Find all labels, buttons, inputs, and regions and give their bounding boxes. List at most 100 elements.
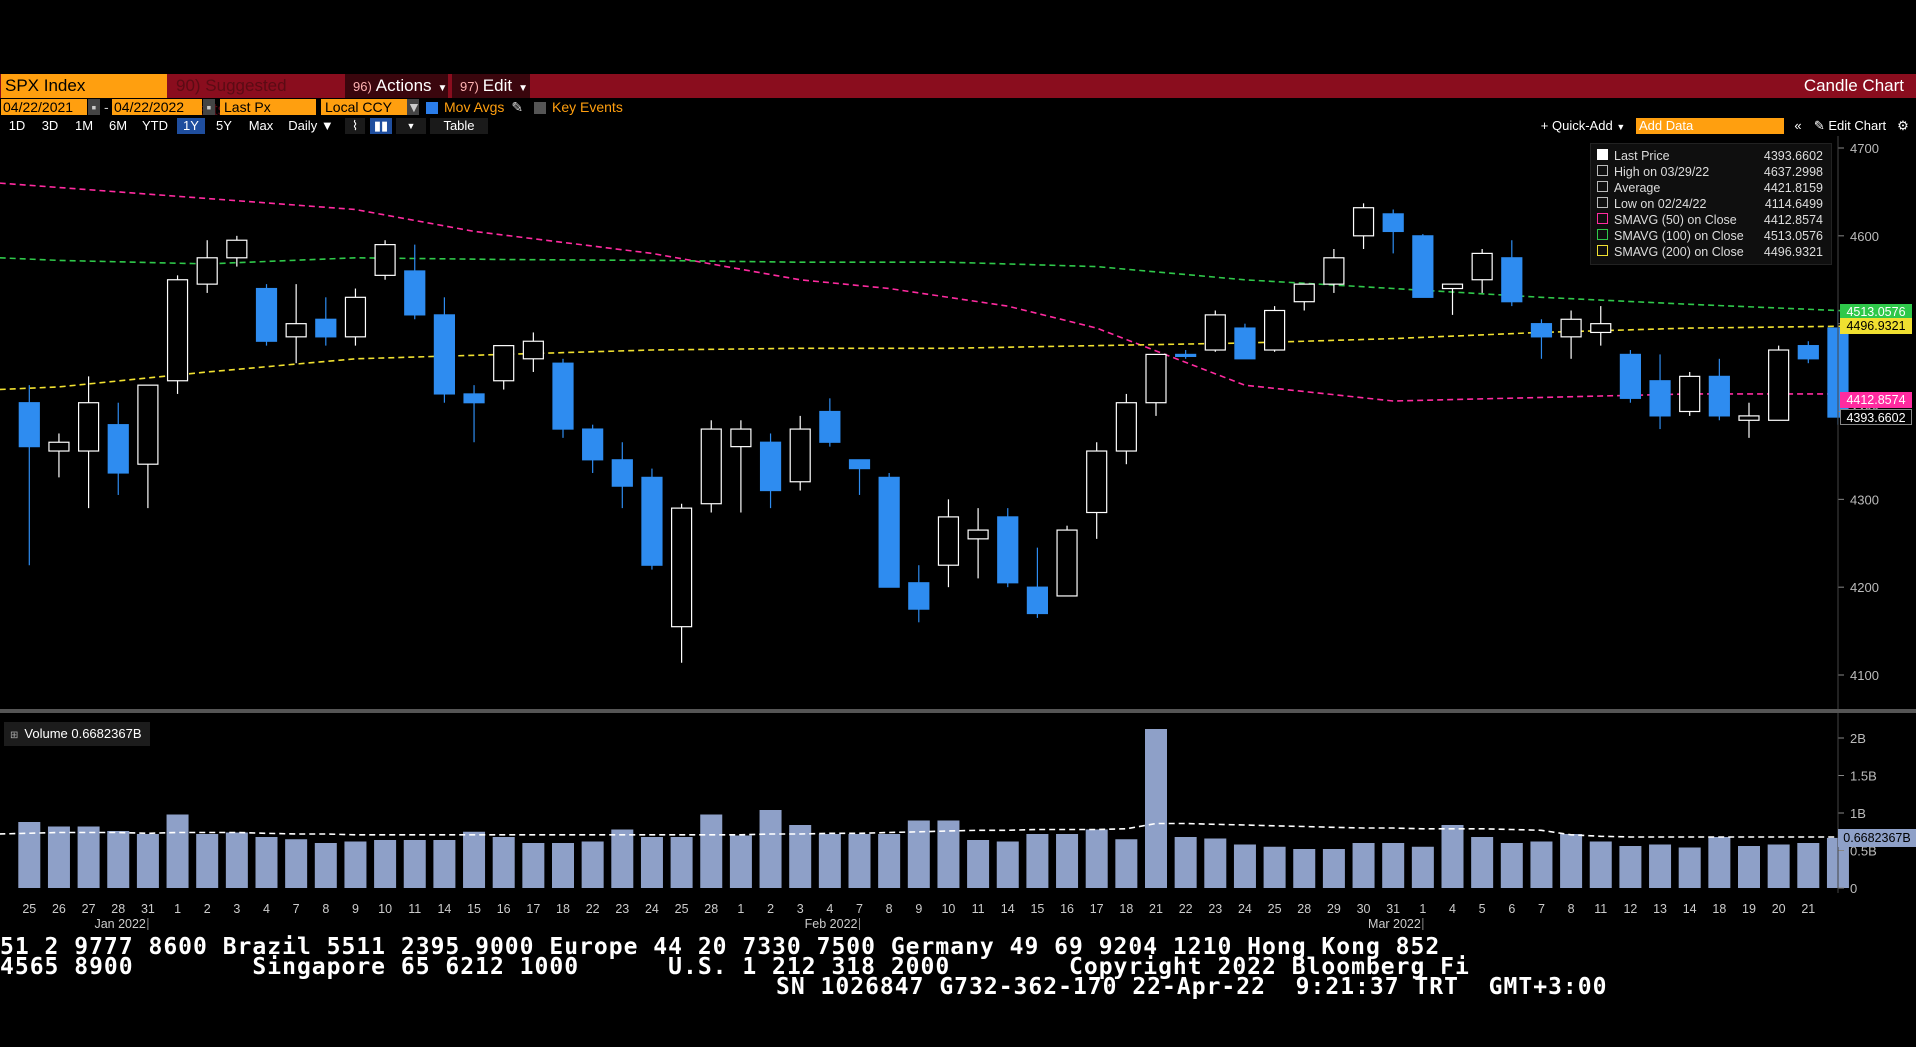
candle[interactable] bbox=[641, 468, 663, 570]
pencil-icon[interactable]: ✎ bbox=[511, 99, 524, 115]
candle[interactable] bbox=[1797, 341, 1819, 364]
candle[interactable] bbox=[552, 358, 574, 438]
candle[interactable] bbox=[255, 284, 278, 346]
volume-bar[interactable] bbox=[1263, 846, 1286, 888]
volume-bar[interactable] bbox=[967, 840, 990, 888]
mov-avgs-toggle[interactable]: Mov Avgs ✎ bbox=[426, 99, 523, 115]
candle[interactable] bbox=[1708, 358, 1730, 421]
candle[interactable] bbox=[166, 275, 189, 394]
volume-bar[interactable] bbox=[1204, 838, 1227, 889]
candle[interactable] bbox=[1145, 353, 1167, 416]
candle[interactable] bbox=[789, 415, 811, 491]
candle[interactable] bbox=[1323, 249, 1345, 293]
candle[interactable] bbox=[1530, 319, 1553, 359]
volume-bar[interactable] bbox=[18, 822, 41, 888]
add-data-input[interactable]: Add Data bbox=[1636, 118, 1784, 134]
pane-divider[interactable] bbox=[0, 709, 1916, 713]
gear-icon[interactable]: ⚙ bbox=[1897, 118, 1909, 133]
volume-bar[interactable] bbox=[1589, 841, 1612, 889]
volume-bar[interactable] bbox=[1649, 844, 1672, 889]
candle[interactable] bbox=[582, 424, 604, 473]
price-chart[interactable]: 4100420043004400450046004700 bbox=[0, 136, 1916, 710]
candle[interactable] bbox=[48, 433, 70, 478]
candle[interactable] bbox=[137, 384, 159, 509]
candle[interactable] bbox=[1026, 547, 1049, 618]
volume-bar[interactable] bbox=[1322, 849, 1345, 888]
volume-bar[interactable] bbox=[285, 839, 308, 888]
volume-bar[interactable] bbox=[1500, 843, 1523, 888]
period-1y[interactable]: 1Y bbox=[177, 118, 205, 134]
candle[interactable] bbox=[1649, 354, 1671, 430]
candle[interactable] bbox=[1352, 203, 1375, 250]
volume-bar[interactable] bbox=[848, 834, 871, 888]
volume-bar[interactable] bbox=[47, 826, 70, 889]
candle[interactable] bbox=[1560, 310, 1582, 359]
candle[interactable] bbox=[937, 499, 960, 588]
volume-bar[interactable] bbox=[1471, 837, 1494, 888]
candle[interactable] bbox=[1471, 249, 1493, 293]
volume-bar[interactable] bbox=[492, 837, 515, 888]
collapse-icon[interactable]: « bbox=[1794, 118, 1802, 133]
candle[interactable] bbox=[18, 385, 40, 566]
volume-bar[interactable] bbox=[759, 810, 782, 888]
volume-bar[interactable] bbox=[1026, 834, 1049, 888]
volume-bar[interactable] bbox=[729, 835, 752, 889]
candle[interactable] bbox=[1204, 310, 1226, 352]
volume-bar[interactable] bbox=[1767, 844, 1790, 889]
period-1d[interactable]: 1D bbox=[8, 118, 26, 133]
candle[interactable] bbox=[1115, 393, 1137, 465]
volume-bar[interactable] bbox=[907, 820, 930, 889]
candle[interactable] bbox=[1768, 345, 1790, 421]
volume-bar[interactable] bbox=[1145, 729, 1167, 888]
candle[interactable] bbox=[196, 240, 218, 293]
key-events-toggle[interactable]: Key Events bbox=[534, 99, 623, 115]
candle[interactable] bbox=[1293, 283, 1315, 311]
candle[interactable] bbox=[967, 508, 989, 579]
candle[interactable] bbox=[522, 332, 544, 372]
candle[interactable] bbox=[819, 398, 841, 447]
volume-bar[interactable] bbox=[552, 843, 574, 888]
volume-bar[interactable] bbox=[1411, 846, 1434, 888]
candle[interactable] bbox=[1086, 442, 1108, 539]
candle[interactable] bbox=[1738, 402, 1760, 438]
candle[interactable] bbox=[700, 420, 722, 513]
calendar-icon[interactable]: ▪ bbox=[203, 99, 215, 115]
candle[interactable] bbox=[878, 472, 900, 588]
period-1m[interactable]: 1M bbox=[74, 118, 94, 133]
volume-bar[interactable] bbox=[225, 832, 248, 889]
volume-bar[interactable] bbox=[1797, 843, 1820, 888]
candle[interactable] bbox=[226, 235, 248, 267]
volume-bar[interactable] bbox=[77, 826, 100, 889]
candle[interactable] bbox=[77, 376, 100, 509]
quick-add-button[interactable]: + Quick-Add ▼ bbox=[1538, 118, 1628, 134]
chevron-down-icon[interactable]: ▼ bbox=[407, 99, 421, 115]
volume-bar[interactable] bbox=[1085, 829, 1108, 889]
candle[interactable] bbox=[1412, 234, 1434, 298]
end-date-field[interactable]: 04/22/2022 bbox=[112, 99, 202, 115]
volume-bar[interactable] bbox=[255, 837, 278, 888]
candle[interactable] bbox=[493, 345, 515, 390]
candle[interactable] bbox=[285, 284, 307, 364]
line-style-icon[interactable]: ⌇ bbox=[345, 118, 365, 134]
volume-bar[interactable] bbox=[374, 840, 397, 888]
volume-bar[interactable] bbox=[611, 829, 634, 889]
actions-menu[interactable]: 96) Actions ▼ bbox=[345, 74, 448, 98]
period-ytd[interactable]: YTD bbox=[142, 118, 168, 133]
candle[interactable] bbox=[730, 420, 752, 513]
candle[interactable] bbox=[1382, 209, 1404, 254]
frequency-select[interactable]: Daily ▼ bbox=[284, 118, 338, 134]
candle[interactable] bbox=[1263, 306, 1286, 352]
currency-select[interactable]: Local CCY bbox=[321, 99, 407, 115]
volume-bar[interactable] bbox=[581, 841, 604, 889]
volume-bar[interactable] bbox=[937, 820, 960, 889]
volume-bar[interactable] bbox=[1174, 837, 1197, 888]
candle[interactable] bbox=[107, 402, 129, 495]
checkbox-checked-icon[interactable] bbox=[426, 102, 438, 115]
candle[interactable] bbox=[1619, 350, 1642, 403]
volume-bar[interactable] bbox=[640, 837, 663, 888]
volume-bar[interactable] bbox=[818, 834, 841, 888]
chevron-down-icon[interactable]: ▼ bbox=[396, 118, 426, 134]
volume-bar[interactable] bbox=[670, 837, 693, 888]
start-date-field[interactable]: 04/22/2021 bbox=[1, 99, 87, 115]
collapse-toggle-icon[interactable]: ⊞ bbox=[10, 730, 19, 741]
